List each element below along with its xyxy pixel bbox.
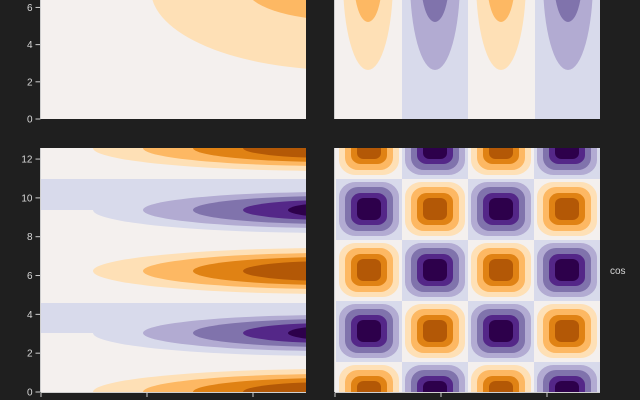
panel-top-left: 0 2 4 6 [27,0,306,126]
br-blob-4-1-level-4 [423,381,447,392]
panel-bottom-left-x-ticks [40,392,254,397]
tr-lobe-orange-2-2 [488,0,514,22]
br-blob-0-3-level-4 [555,148,579,159]
panel-top-right [334,0,600,119]
br-blob-3-0-level-4 [357,320,381,342]
tr-lobe-orange-2-1 [476,0,526,70]
br-blob-0-0-level-4 [357,148,381,159]
br-blob-2-2-level-4 [489,259,513,281]
panel-bottom-right-contours [336,148,600,392]
tr-lobe-orange-1-2 [355,0,381,22]
panel-top-left-y-ticks: 0 2 4 6 [27,3,41,126]
tl-contour-orange-2 [252,0,306,18]
panel-bottom-right-plot [335,148,600,392]
bl-lobe-orange-2-4 [243,261,306,281]
bl-lobe-orange-3-5 [288,386,306,392]
br-blob-1-3-level-4 [555,198,579,220]
br-blob-2-3-level-4 [555,259,579,281]
y-tick-label-0: 0 [27,115,33,126]
y-tick-label-4: 4 [27,310,33,321]
tr-lobe-purple-2-1 [543,0,593,70]
panel-top-left-plot [41,0,306,119]
br-blob-4-0-level-4 [357,381,381,392]
bl-lobe-orange-2-5 [288,265,306,277]
br-blob-3-1-level-4 [423,320,447,342]
panel-bottom-left-y-ticks: 0 2 4 6 8 10 12 [21,155,41,399]
tr-lobe-orange-1-1 [343,0,393,70]
bl-lobe-purple-2-5 [288,327,306,339]
bl-lobe-purple-1-4 [243,200,306,220]
y-tick-label-2: 2 [27,349,33,360]
br-blob-1-2-level-4 [489,198,513,220]
y-tick-label-2: 2 [27,77,33,88]
y-tick-label-6: 6 [27,271,33,282]
tr-lobe-purple-1-1 [410,0,460,70]
panel-bottom-left-contours [41,148,306,392]
y-tick-label-4: 4 [27,40,33,51]
y-tick-label-6: 6 [27,3,33,14]
bl-lobe-purple-1-5 [288,204,306,216]
br-blob-3-2-level-4 [489,320,513,342]
panel-bottom-right: cos [334,148,626,397]
bl-lobe-orange-1-4 [243,148,306,158]
panel-top-left-contours [152,0,306,69]
facet-label-cos: cos [610,266,626,277]
br-blob-2-1-level-4 [423,259,447,281]
y-tick-label-0: 0 [27,388,33,399]
tl-contour-orange-1 [152,0,306,69]
bl-lobe-orange-3-4 [243,382,306,392]
br-blob-0-1-level-4 [423,148,447,159]
br-blob-0-2-level-4 [489,148,513,159]
br-blob-4-2-level-4 [489,381,513,392]
br-blob-1-0-level-4 [357,198,381,220]
y-tick-label-8: 8 [27,232,33,243]
bl-lobe-orange-1-5 [288,148,306,154]
br-blob-2-0-level-4 [357,259,381,281]
bl-lobe-purple-2-4 [243,323,306,343]
tr-lobe-purple-1-2 [422,0,448,22]
tr-lobe-purple-2-2 [555,0,581,22]
panel-bottom-left: 0 2 4 6 8 10 12 [21,148,306,399]
y-tick-label-12: 12 [21,155,33,166]
br-blob-4-3-level-4 [555,381,579,392]
panel-top-right-contours [343,0,600,119]
br-blob-1-1-level-4 [423,198,447,220]
panel-bottom-left-plot [41,148,306,392]
y-tick-label-10: 10 [21,193,33,204]
panel-top-right-plot [335,0,600,119]
br-blob-3-3-level-4 [555,320,579,342]
panel-bottom-right-x-ticks [334,392,548,397]
